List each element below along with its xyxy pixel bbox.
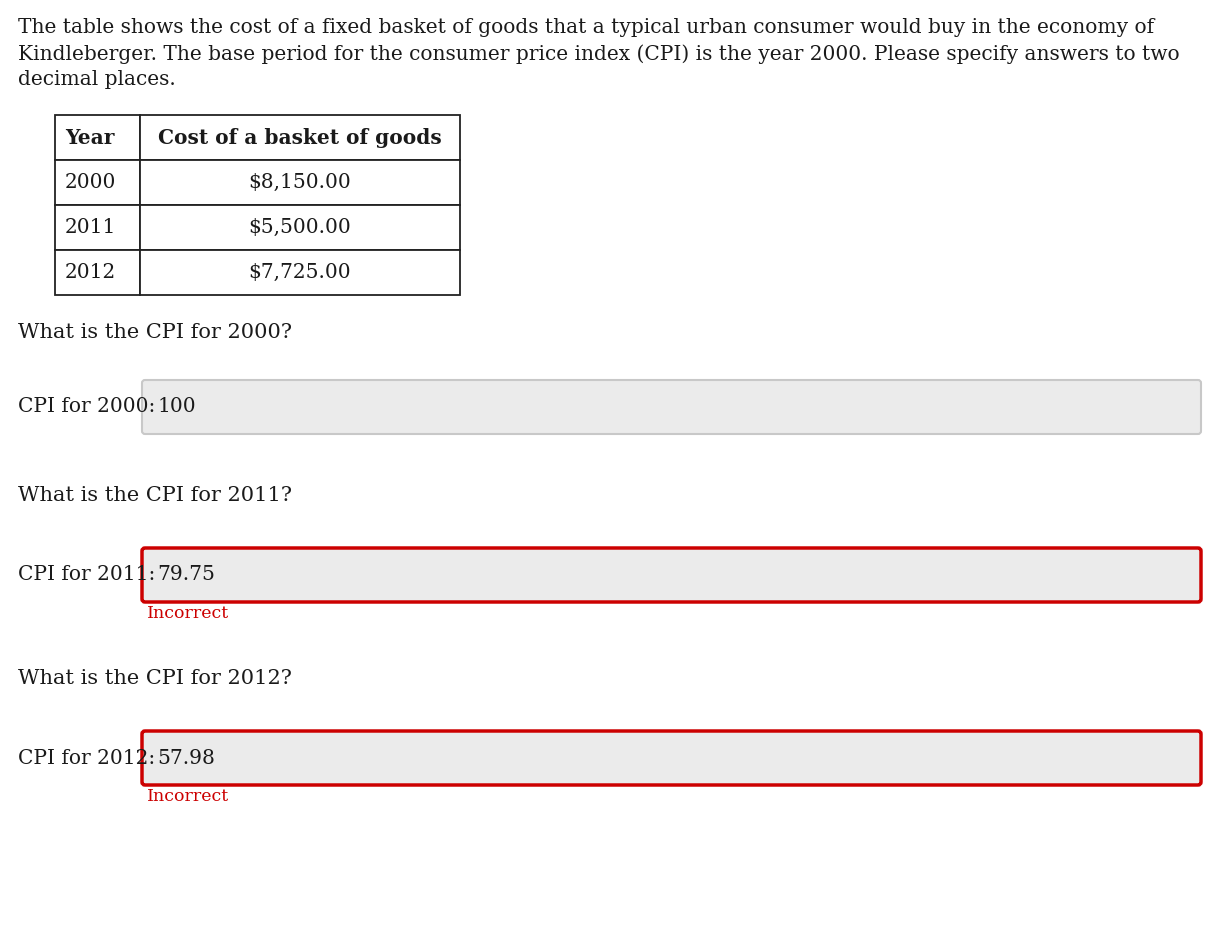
FancyBboxPatch shape xyxy=(143,731,1201,785)
Text: decimal places.: decimal places. xyxy=(18,70,175,89)
Text: Incorrect: Incorrect xyxy=(147,605,229,622)
Text: CPI for 2012:: CPI for 2012: xyxy=(18,749,155,768)
Text: The table shows the cost of a fixed basket of goods that a typical urban consume: The table shows the cost of a fixed bask… xyxy=(18,18,1155,37)
Text: 2011: 2011 xyxy=(65,218,117,237)
Text: Year: Year xyxy=(65,127,114,148)
Text: 2000: 2000 xyxy=(65,173,117,192)
Text: $5,500.00: $5,500.00 xyxy=(248,218,351,237)
Text: Kindleberger. The base period for the consumer price index (CPI) is the year 200: Kindleberger. The base period for the co… xyxy=(18,44,1179,64)
FancyBboxPatch shape xyxy=(143,548,1201,602)
Text: What is the CPI for 2011?: What is the CPI for 2011? xyxy=(18,486,292,505)
FancyBboxPatch shape xyxy=(143,380,1201,434)
Text: CPI for 2011:: CPI for 2011: xyxy=(18,565,156,584)
Text: 57.98: 57.98 xyxy=(157,749,214,768)
Bar xyxy=(140,160,460,205)
Text: What is the CPI for 2012?: What is the CPI for 2012? xyxy=(18,669,292,688)
Bar xyxy=(55,160,140,205)
Bar xyxy=(55,205,140,250)
Text: 100: 100 xyxy=(157,398,196,417)
Text: Cost of a basket of goods: Cost of a basket of goods xyxy=(158,127,442,148)
Text: $7,725.00: $7,725.00 xyxy=(248,263,351,282)
Bar xyxy=(140,250,460,295)
Text: What is the CPI for 2000?: What is the CPI for 2000? xyxy=(18,323,292,342)
Text: Incorrect: Incorrect xyxy=(147,788,229,805)
Text: 79.75: 79.75 xyxy=(157,565,214,584)
Text: $8,150.00: $8,150.00 xyxy=(248,173,351,192)
Text: CPI for 2000:: CPI for 2000: xyxy=(18,398,156,417)
Bar xyxy=(55,115,140,160)
Text: 2012: 2012 xyxy=(65,263,116,282)
Bar xyxy=(55,250,140,295)
Bar xyxy=(140,115,460,160)
Bar xyxy=(140,205,460,250)
